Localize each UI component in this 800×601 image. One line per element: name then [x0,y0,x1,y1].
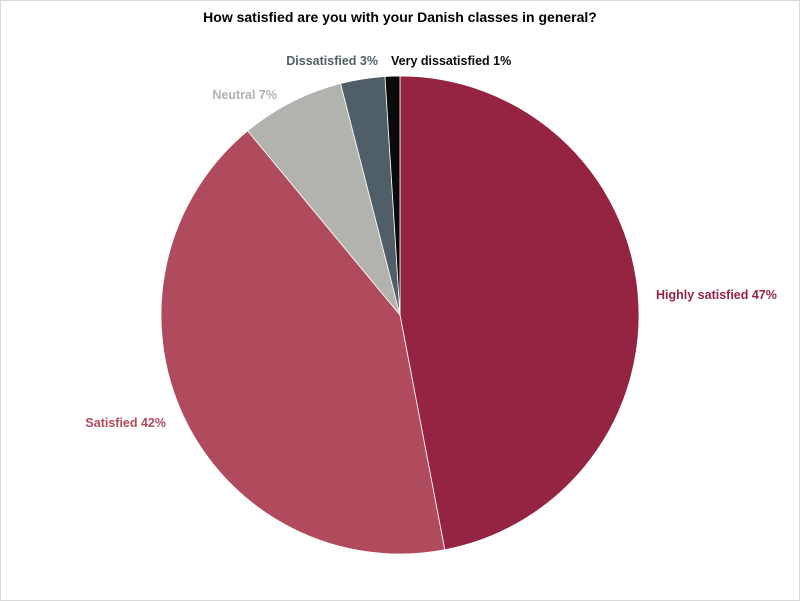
pie-slices [160,75,640,555]
slice-label-dissatisfied: Dissatisfied 3% [286,54,378,68]
slice-label-highly-satisfied: Highly satisfied 47% [656,288,777,302]
slice-label-satisfied: Satisfied 42% [85,416,166,430]
pie-slice-very-dissatisfied [384,75,401,316]
chart-title: How satisfied are you with your Danish c… [203,9,597,25]
pie-slice-neutral [247,83,401,316]
slice-label-very-dissatisfied: Very dissatisfied 1% [391,54,511,68]
pie-slice-highly-satisfied [399,75,640,551]
slice-label-neutral: Neutral 7% [212,88,277,102]
pie-labels: Highly satisfied 47% Satisfied 42% Neutral… [85,54,776,430]
pie-slice-satisfied [160,130,446,555]
